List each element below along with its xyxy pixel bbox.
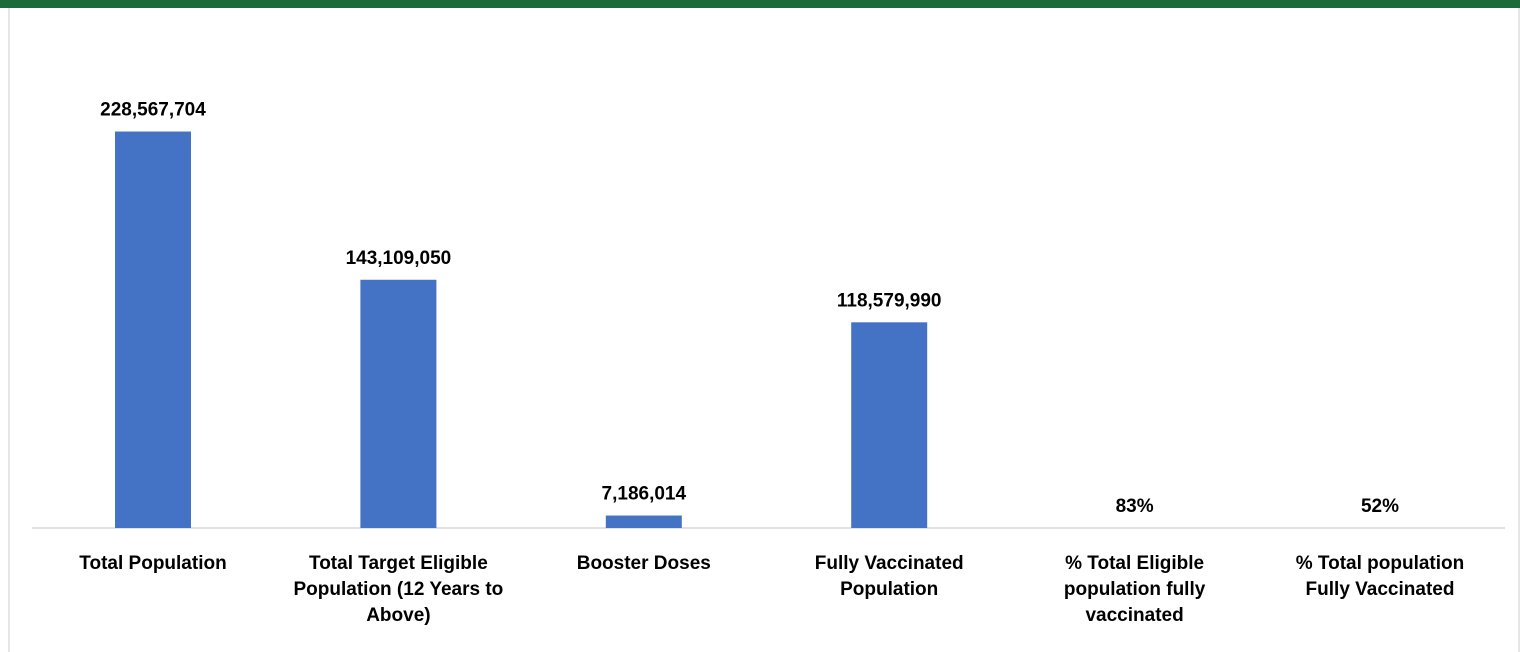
data-label-0: 228,567,704 [100, 100, 206, 121]
data-label-5: 52% [1361, 496, 1399, 517]
header-bar [0, 0, 1520, 8]
data-label-4: 83% [1116, 496, 1154, 517]
category-label-booster-doses: Booster Doses [576, 553, 711, 574]
bar-0 [115, 131, 191, 528]
category-label-target-eligible-population: Total Target Eligible Population (12 Yea… [293, 553, 504, 626]
data-label-2: 7,186,014 [602, 484, 687, 505]
data-label-3: 118,579,990 [837, 290, 942, 311]
category-label-fully-vaccinated-population: Fully Vaccinated Population [814, 553, 964, 600]
category-label-pct-population-fully-vaccinated: % Total population Fully Vaccinated [1295, 553, 1465, 600]
category-label-pct-eligible-fully-vaccinated: % Total Eligible population fully vaccin… [1063, 553, 1206, 626]
frame-right-border [1518, 8, 1520, 652]
data-label-1: 143,109,050 [346, 248, 452, 269]
bar-3 [851, 322, 928, 528]
bar-2 [605, 515, 682, 528]
bar-1 [360, 279, 437, 528]
category-label-total-population: Total Population [79, 553, 227, 574]
frame-left-border [8, 8, 10, 652]
